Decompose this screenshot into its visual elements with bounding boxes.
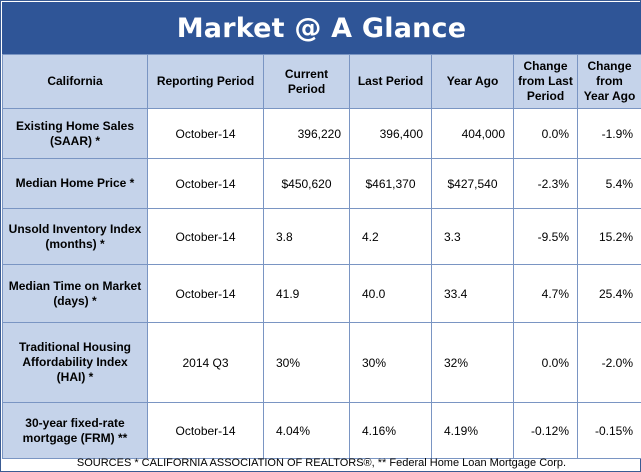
row-change-last: -2.3% — [513, 158, 578, 209]
row-change-year: 25.4% — [577, 264, 641, 323]
row-last: 4.16% — [349, 402, 432, 459]
header-last-period: Last Period — [349, 54, 432, 109]
row-change-year: 15.2% — [577, 208, 641, 265]
table-row: Median Time on Market (days) * October-1… — [2, 264, 641, 323]
header-reporting-period: Reporting Period — [147, 54, 264, 109]
table-row: Existing Home Sales (SAAR) * October-14 … — [2, 108, 641, 159]
row-period: October-14 — [147, 158, 264, 209]
row-current: 41.9 — [263, 264, 350, 323]
row-change-year: -2.0% — [577, 322, 641, 403]
row-change-year: -1.9% — [577, 108, 641, 159]
header-current-period: Current Period — [263, 54, 350, 109]
row-last: 40.0 — [349, 264, 432, 323]
row-last: $461,370 — [349, 158, 432, 209]
row-current: $450,620 — [263, 158, 350, 209]
row-label: Unsold Inventory Index (months) * — [2, 208, 148, 265]
row-change-year: -0.15% — [577, 402, 641, 459]
header-year-ago: Year Ago — [431, 54, 514, 109]
row-label: 30-year fixed-rate mortgage (FRM) ** — [2, 402, 148, 459]
row-change-last: 0.0% — [513, 108, 578, 159]
header-change-year: Change from Year Ago — [577, 54, 641, 109]
row-change-last: -0.12% — [513, 402, 578, 459]
row-change-last: 4.7% — [513, 264, 578, 323]
row-year-ago: 4.19% — [431, 402, 514, 459]
table-row: Traditional Housing Affordability Index … — [2, 322, 641, 403]
row-current: 396,220 — [263, 108, 350, 159]
row-label: Median Time on Market (days) * — [2, 264, 148, 323]
row-current: 30% — [263, 322, 350, 403]
row-period: October-14 — [147, 108, 264, 159]
row-label: Median Home Price * — [2, 158, 148, 209]
row-label: Existing Home Sales (SAAR) * — [2, 108, 148, 159]
row-last: 396,400 — [349, 108, 432, 159]
row-period: October-14 — [147, 264, 264, 323]
row-change-last: 0.0% — [513, 322, 578, 403]
row-year-ago: 3.3 — [431, 208, 514, 265]
table-row: Unsold Inventory Index (months) * Octobe… — [2, 208, 641, 265]
sources-footnote: SOURCES * CALIFORNIA ASSOCIATION OF REAL… — [76, 457, 567, 469]
market-table: California Reporting Period Current Peri… — [2, 54, 641, 459]
row-year-ago: 33.4 — [431, 264, 514, 323]
page-title: Market @ A Glance — [2, 2, 641, 54]
row-year-ago: $427,540 — [431, 158, 514, 209]
table-row: Median Home Price * October-14 $450,620 … — [2, 158, 641, 209]
row-last: 4.2 — [349, 208, 432, 265]
row-label: Traditional Housing Affordability Index … — [2, 322, 148, 403]
row-year-ago: 32% — [431, 322, 514, 403]
row-change-year: 5.4% — [577, 158, 641, 209]
row-period: 2014 Q3 — [147, 322, 264, 403]
table-row: 30-year fixed-rate mortgage (FRM) ** Oct… — [2, 402, 641, 459]
row-current: 4.04% — [263, 402, 350, 459]
table-header-row: California Reporting Period Current Peri… — [2, 54, 641, 109]
row-current: 3.8 — [263, 208, 350, 265]
header-region: California — [2, 54, 148, 109]
row-change-last: -9.5% — [513, 208, 578, 265]
row-period: October-14 — [147, 208, 264, 265]
row-last: 30% — [349, 322, 432, 403]
row-year-ago: 404,000 — [431, 108, 514, 159]
header-change-last: Change from Last Period — [513, 54, 578, 109]
row-period: October-14 — [147, 402, 264, 459]
